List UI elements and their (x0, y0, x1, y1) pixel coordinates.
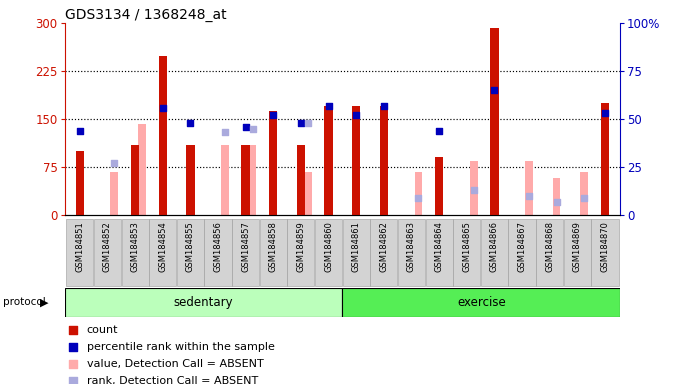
Bar (232, 219, 259, 286)
Text: GSM184855: GSM184855 (186, 221, 195, 271)
Text: protocol: protocol (3, 297, 46, 308)
Bar (324, 106, 333, 215)
Point (240, 124, 251, 130)
Bar (131, 145, 139, 215)
Point (551, 199, 562, 205)
Bar (260, 219, 287, 286)
Point (378, 103, 389, 109)
Point (67, 378, 78, 384)
Bar (415, 172, 422, 215)
Text: GSM184851: GSM184851 (75, 221, 84, 271)
Bar (553, 178, 560, 215)
Text: ▶: ▶ (40, 297, 49, 308)
Text: rank, Detection Call = ABSENT: rank, Detection Call = ABSENT (87, 376, 258, 384)
Bar (288, 219, 314, 286)
Bar (592, 219, 619, 286)
Point (413, 195, 424, 201)
Text: GSM184869: GSM184869 (573, 221, 582, 272)
Text: sedentary: sedentary (173, 296, 233, 309)
Point (303, 120, 313, 126)
Text: percentile rank within the sample: percentile rank within the sample (87, 343, 275, 353)
Text: value, Detection Call = ABSENT: value, Detection Call = ABSENT (87, 359, 264, 369)
Bar (249, 145, 256, 215)
Text: GSM184854: GSM184854 (158, 221, 167, 271)
Bar (564, 219, 591, 286)
Bar (470, 161, 477, 215)
Point (351, 112, 362, 118)
Bar (75, 151, 84, 215)
Text: GSM184853: GSM184853 (131, 221, 139, 272)
Point (157, 104, 168, 111)
Bar (453, 219, 480, 286)
Bar (94, 219, 121, 286)
Bar (110, 172, 118, 215)
Point (74, 127, 85, 134)
Text: GSM184862: GSM184862 (379, 221, 388, 272)
Bar (149, 219, 176, 286)
Bar (269, 111, 277, 215)
Point (185, 120, 196, 126)
Text: GSM184866: GSM184866 (490, 221, 499, 272)
Bar (536, 219, 563, 286)
Bar (481, 219, 508, 286)
Bar (186, 145, 194, 215)
Point (296, 120, 307, 126)
Point (247, 126, 258, 132)
Text: GSM184868: GSM184868 (545, 221, 554, 272)
Text: GSM184860: GSM184860 (324, 221, 333, 272)
Text: GSM184858: GSM184858 (269, 221, 278, 272)
Bar (352, 106, 360, 215)
Point (67, 361, 78, 367)
Point (67, 344, 78, 351)
Bar (138, 124, 146, 215)
Bar (158, 56, 167, 215)
Point (268, 112, 279, 118)
Bar (525, 161, 533, 215)
Bar (65, 288, 342, 317)
Text: GSM184852: GSM184852 (103, 221, 112, 271)
Bar (490, 28, 498, 215)
Text: count: count (87, 326, 118, 336)
Bar (371, 219, 397, 286)
Point (469, 187, 479, 193)
Text: GSM184861: GSM184861 (352, 221, 360, 272)
Bar (580, 172, 588, 215)
Bar (426, 219, 453, 286)
Text: GSM184863: GSM184863 (407, 221, 416, 272)
Text: GSM184859: GSM184859 (296, 221, 305, 271)
Point (600, 110, 611, 116)
Text: GSM184857: GSM184857 (241, 221, 250, 272)
Point (109, 160, 120, 166)
Point (220, 129, 231, 136)
Text: exercise: exercise (457, 296, 506, 309)
Bar (221, 145, 228, 215)
Bar (342, 288, 620, 317)
Bar (509, 219, 536, 286)
Text: GSM184870: GSM184870 (600, 221, 609, 272)
Point (67, 328, 78, 334)
Bar (435, 157, 443, 215)
Bar (241, 145, 250, 215)
Bar (379, 106, 388, 215)
Bar (296, 145, 305, 215)
Bar (177, 219, 204, 286)
Bar (304, 172, 311, 215)
Text: GSM184856: GSM184856 (214, 221, 222, 272)
Point (524, 193, 534, 199)
Bar (205, 219, 232, 286)
Bar (122, 219, 149, 286)
Bar (601, 103, 609, 215)
Point (489, 87, 500, 93)
Text: GDS3134 / 1368248_at: GDS3134 / 1368248_at (65, 8, 226, 22)
Point (579, 195, 590, 201)
Bar (343, 219, 370, 286)
Point (434, 127, 445, 134)
Text: GSM184865: GSM184865 (462, 221, 471, 272)
Bar (398, 219, 425, 286)
Point (323, 103, 334, 109)
Bar (66, 219, 93, 286)
Text: GSM184864: GSM184864 (435, 221, 443, 272)
Bar (315, 219, 342, 286)
Text: GSM184867: GSM184867 (517, 221, 526, 272)
